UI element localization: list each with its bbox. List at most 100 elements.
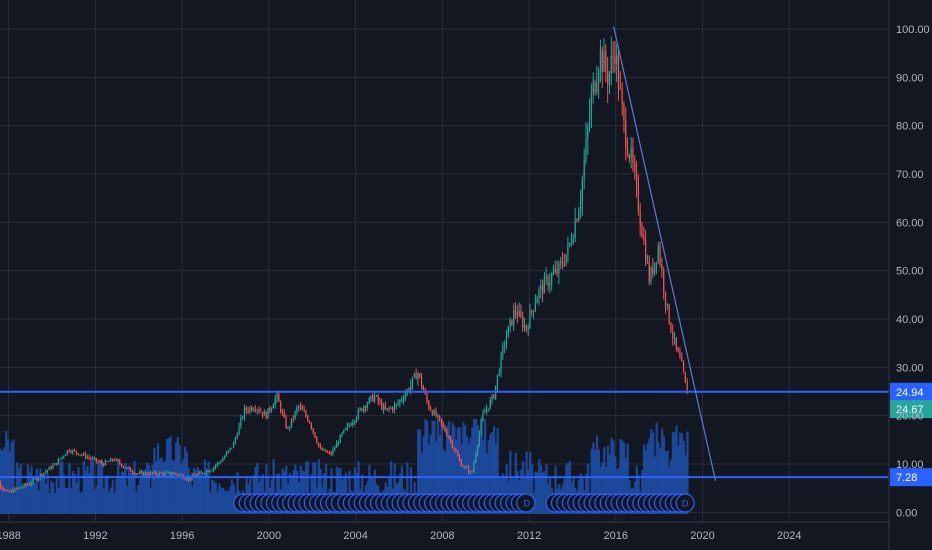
candle-body — [509, 319, 511, 327]
volume-bar — [102, 488, 105, 514]
candle-body — [294, 411, 296, 419]
volume-bar — [64, 487, 67, 514]
candle-body — [419, 373, 421, 377]
candle-body — [567, 243, 569, 255]
candle-body — [500, 353, 502, 373]
candle-body — [498, 372, 500, 375]
volume-bar — [28, 472, 31, 514]
candle-body — [673, 337, 676, 339]
candle-body — [552, 272, 555, 275]
volume-bar — [680, 433, 684, 514]
volume-bar — [124, 463, 127, 514]
candle-body — [666, 304, 668, 306]
volume-bar — [109, 487, 113, 514]
candle-body — [290, 418, 293, 427]
candle-body — [549, 282, 551, 286]
volume-bar — [117, 460, 120, 514]
candle-body — [493, 395, 495, 399]
candle-body — [104, 461, 106, 466]
candle-body — [160, 472, 162, 474]
candle-body — [592, 81, 594, 94]
candle-body — [209, 470, 211, 472]
candle-body — [88, 456, 90, 458]
candle-body — [643, 237, 645, 240]
volume-bar — [180, 464, 183, 514]
candle-body — [574, 220, 576, 239]
volume-bar — [496, 428, 499, 514]
volume-bar — [104, 476, 107, 514]
x-tick-label: 1992 — [83, 530, 107, 542]
candle-body — [626, 148, 629, 156]
candle-body — [267, 408, 269, 419]
candle-body — [457, 452, 459, 457]
volume-bar — [33, 482, 37, 514]
candle-body — [370, 395, 372, 398]
volume-bar — [95, 486, 98, 514]
candle-body — [276, 393, 278, 399]
volume-bar — [52, 483, 55, 514]
candle-layer — [0, 36, 688, 493]
volume-bar — [436, 419, 440, 514]
candle-body — [175, 473, 177, 475]
candle-body — [681, 358, 683, 362]
candle-body — [458, 456, 461, 461]
volume-bar — [151, 465, 154, 514]
candle-body — [328, 452, 331, 454]
volume-bar — [530, 464, 534, 514]
candle-body — [462, 466, 464, 468]
candle-body — [32, 478, 34, 483]
candle-body — [140, 471, 143, 473]
y-tick-label: 50.00 — [896, 266, 924, 278]
candle-body — [554, 268, 556, 273]
candle-body — [299, 406, 302, 408]
candle-body — [233, 442, 235, 448]
level-price-tag-label: 24.94 — [896, 387, 924, 399]
candle-body — [133, 472, 135, 474]
candle-body — [292, 418, 294, 420]
volume-bar — [567, 462, 570, 514]
candle-body — [54, 463, 56, 466]
candle-body — [45, 471, 47, 473]
candle-body — [404, 394, 406, 400]
candle-body — [534, 303, 537, 311]
volume-bar — [417, 429, 420, 514]
volume-bar — [655, 422, 658, 514]
candle-body — [245, 407, 247, 411]
volume-bar — [73, 474, 77, 514]
volume-bar — [474, 419, 478, 514]
volume-bar — [324, 464, 328, 514]
candle-body — [308, 420, 311, 424]
candle-body — [252, 409, 255, 411]
volume-bar — [203, 459, 207, 514]
volume-bar — [595, 435, 599, 514]
candle-body — [137, 473, 139, 475]
candle-body — [64, 454, 67, 456]
candle-body — [258, 409, 260, 412]
volume-bar — [227, 490, 230, 514]
candle-body — [516, 312, 518, 317]
candle-body — [99, 461, 101, 463]
volume-bar — [451, 422, 454, 514]
volume-bar — [265, 464, 268, 514]
candle-body — [326, 452, 329, 454]
candle-body — [254, 409, 256, 411]
candle-body — [545, 276, 547, 278]
candle-body — [61, 456, 63, 459]
volume-bar — [207, 461, 210, 514]
volume-bar — [608, 454, 611, 514]
volume-bar — [136, 484, 140, 514]
candle-body — [632, 147, 634, 164]
volume-bar — [294, 464, 297, 514]
volume-bar — [666, 450, 669, 514]
candle-body — [106, 461, 108, 463]
candle-body — [102, 463, 105, 466]
candle-body — [187, 477, 190, 480]
volume-bar — [202, 475, 205, 514]
candle-body — [484, 411, 486, 413]
volume-bar — [303, 471, 306, 514]
candle-body — [68, 450, 70, 452]
trendline — [613, 26, 717, 482]
candle-body — [339, 435, 341, 443]
